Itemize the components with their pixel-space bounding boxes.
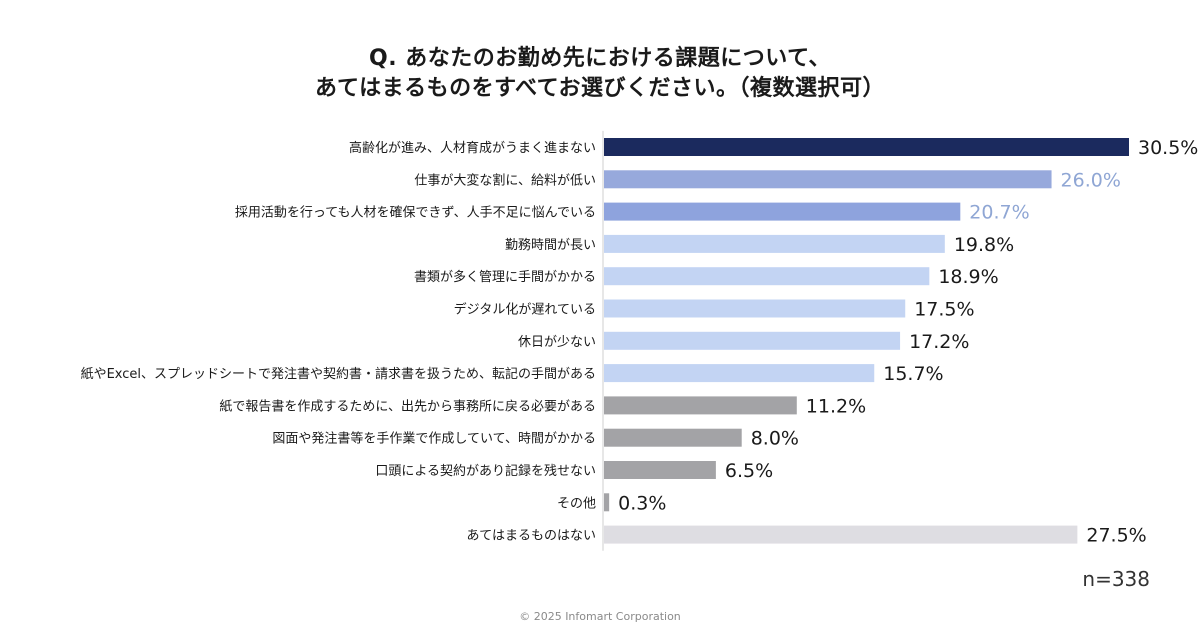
value-label: 15.7%: [883, 363, 943, 385]
value-label: 17.5%: [914, 299, 974, 321]
bar: [604, 234, 945, 253]
value-label: 20.7%: [969, 202, 1029, 224]
category-label: 勤務時間が長い: [505, 238, 596, 253]
value-label: 19.8%: [954, 234, 1014, 256]
value-label: 8.0%: [751, 428, 799, 450]
copyright: © 2025 Infomart Corporation: [519, 610, 681, 623]
bar: [604, 461, 716, 479]
sample-size: n=338: [1082, 567, 1150, 591]
bar: [604, 396, 797, 415]
value-label: 30.5%: [1138, 137, 1198, 159]
chart-title-line-1: Q. あなたのお勤め先における課題について、: [369, 46, 831, 71]
value-label: 0.3%: [618, 492, 666, 514]
bar: [604, 267, 930, 286]
category-label: 紙で報告書を作成するために、出先から事務所に戻る必要がある: [219, 399, 596, 414]
category-label: 口頭による契約があり記録を残せない: [375, 463, 596, 479]
bar: [604, 364, 875, 383]
value-label: 6.5%: [725, 460, 773, 482]
bar: [604, 493, 610, 512]
bar: [604, 138, 1129, 156]
category-label: 仕事が大変な割に、給料が低い: [414, 172, 596, 188]
value-label: 17.2%: [909, 331, 969, 353]
category-label: 採用活動を行っても人材を確保できず、人手不足に悩んでいる: [235, 205, 596, 221]
category-label: 図面や発注書等を手作業で作成していて、時間がかかる: [272, 431, 596, 447]
bar: [604, 428, 742, 447]
bar: [604, 170, 1052, 189]
value-label: 11.2%: [806, 395, 866, 417]
category-label: 紙やExcel、スプレッドシートで発注書や契約書・請求書を扱うため、転記の手間が…: [81, 366, 596, 382]
chart-title-line-2: あてはまるものをすべてお選びください。（複数選択可）: [314, 76, 886, 101]
bar: [604, 331, 901, 350]
bar: [604, 299, 906, 318]
value-label: 26.0%: [1061, 169, 1121, 191]
bar: [604, 202, 961, 221]
value-label: 18.9%: [938, 266, 998, 288]
category-label: 高齢化が進み、人材育成がうまく進まない: [349, 140, 596, 156]
bar: [604, 525, 1078, 544]
category-label: その他: [557, 496, 596, 511]
value-label: 27.5%: [1086, 525, 1146, 547]
category-label: デジタル化が遅れている: [454, 302, 596, 318]
category-label: 書類が多く管理に手間がかかる: [414, 269, 596, 285]
category-label: あてはまるものはない: [467, 529, 596, 544]
category-label: 休日が少ない: [518, 335, 596, 350]
